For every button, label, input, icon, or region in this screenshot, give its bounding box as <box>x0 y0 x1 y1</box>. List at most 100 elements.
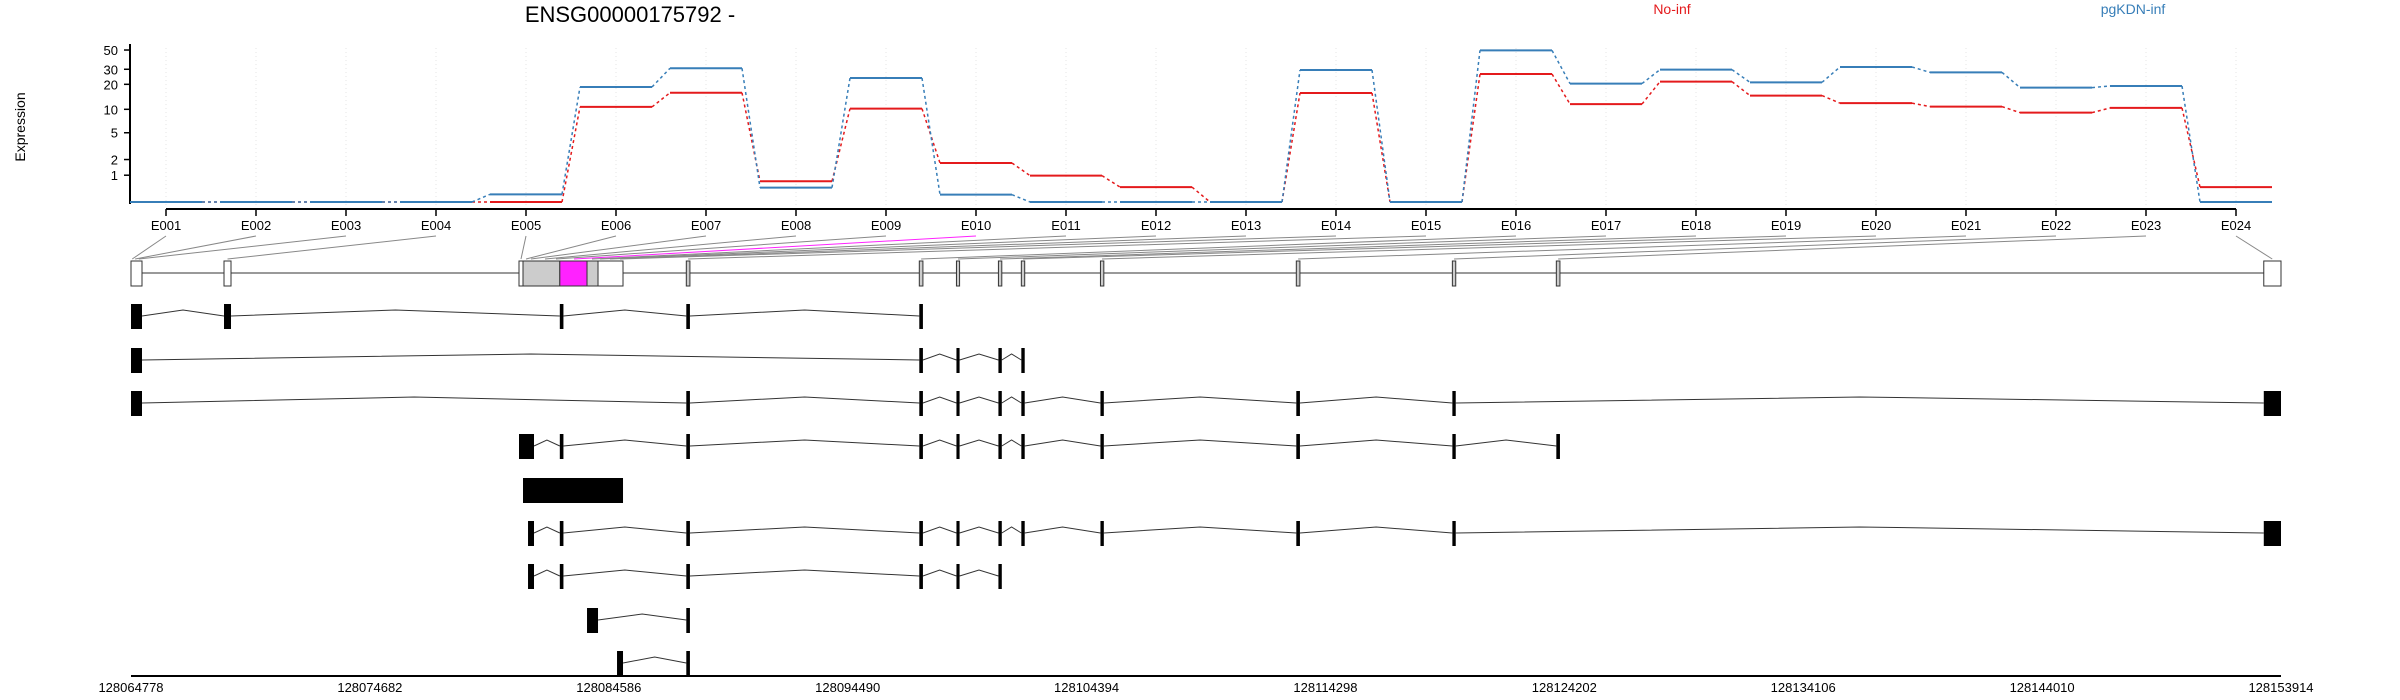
connector-pgkdn-inf <box>2181 85 2201 203</box>
model-exon-part <box>522 260 561 287</box>
model-exon-part <box>223 260 232 287</box>
connector-no-inf <box>741 92 761 182</box>
connector-pgkdn-inf <box>2091 85 2111 89</box>
genomic-tick-label: 128074682 <box>337 680 402 695</box>
model-exon-part <box>559 260 588 287</box>
intron <box>922 353 957 361</box>
legend-no-inf: No-inf <box>1653 1 1690 17</box>
x-tick-label-e010: E010 <box>961 218 991 233</box>
connector-no-inf <box>2091 107 2111 114</box>
exon-connector-e005 <box>520 235 527 260</box>
transcript-6-exon <box>528 521 535 546</box>
connector-pgkdn-inf <box>1011 193 1031 203</box>
x-tick-label-e006: E006 <box>601 218 631 233</box>
genomic-tick-label: 128134106 <box>1771 680 1836 695</box>
intron <box>1455 526 2264 534</box>
exon-connector-e003 <box>138 235 347 260</box>
transcript-3-exon <box>919 391 923 416</box>
transcript-1-exon <box>686 304 690 329</box>
intron <box>922 396 957 404</box>
x-tick-label-e019: E019 <box>1771 218 1801 233</box>
x-tick-label-e024: E024 <box>2221 218 2251 233</box>
intron <box>563 526 687 534</box>
transcript-6-exon <box>559 521 564 546</box>
model-exon-part <box>518 260 524 287</box>
x-tick-label-e014: E014 <box>1321 218 1351 233</box>
genomic-axis: 128064778 128074682 128084586 128094490 1281… <box>98 675 2314 695</box>
intron <box>959 569 999 577</box>
genomic-tick-label: 128153914 <box>2248 680 2313 695</box>
exon-connector-e006 <box>525 235 617 260</box>
intron <box>1024 396 1101 404</box>
connector-no-inf <box>1191 186 1211 203</box>
intron <box>922 526 957 534</box>
y-tick-label: 30 <box>104 62 118 77</box>
x-tick-label-e015: E015 <box>1411 218 1441 233</box>
transcript-4-exon <box>686 434 690 459</box>
series-lines <box>130 49 2272 203</box>
transcript-1-exon <box>131 304 142 329</box>
transcript-6-exon <box>1452 521 1456 546</box>
exon-connector-e022 <box>1454 235 2057 260</box>
exon-connector-e010 <box>573 235 977 260</box>
transcript-3-exon <box>1452 391 1456 416</box>
x-tick-label-e009: E009 <box>871 218 901 233</box>
x-tick-label-e003: E003 <box>331 218 361 233</box>
connector-pgkdn-inf <box>1551 49 1571 84</box>
gene-model <box>130 260 2282 287</box>
connector-pgkdn-inf <box>1461 50 1481 203</box>
intron <box>689 569 920 577</box>
connector-no-inf <box>2001 105 2021 114</box>
intron <box>1455 439 1557 447</box>
intron <box>1103 439 1297 447</box>
y-tick-label: 20 <box>104 77 118 92</box>
connector-pgkdn-inf <box>2001 71 2021 89</box>
connector-pgkdn-inf <box>1641 69 1661 85</box>
transcript-2-exon <box>998 348 1002 373</box>
x-tick-label-e001: E001 <box>151 218 181 233</box>
y-tick-label: 50 <box>104 43 118 58</box>
transcript-4-exon <box>1021 434 1025 459</box>
transcript-6-exon <box>998 521 1002 546</box>
genomic-tick-label: 128114298 <box>1293 680 1357 695</box>
connector-no-inf <box>1821 94 1841 104</box>
exon-connector-e009 <box>555 235 887 260</box>
transcript-4-exon <box>919 434 923 459</box>
chart-title: ENSG00000175792 - <box>525 2 735 27</box>
transcript-7-exon <box>528 564 535 589</box>
y-tick-label: 1 <box>111 168 118 183</box>
genomic-tick-label: 128124202 <box>1532 680 1597 695</box>
x-tick-label-e007: E007 <box>691 218 721 233</box>
exon-connector-e004 <box>227 235 437 260</box>
x-tick-label-e012: E012 <box>1141 218 1171 233</box>
connector-no-inf <box>1641 81 1661 105</box>
model-exon-part <box>130 260 143 287</box>
exon-connectors <box>131 235 2273 260</box>
connector-no-inf <box>2181 107 2201 188</box>
connector-pgkdn-inf <box>1731 69 1751 83</box>
intron <box>689 439 920 447</box>
transcript-4-exon <box>559 434 564 459</box>
connector-no-inf <box>1101 174 1121 188</box>
transcript-7-exon <box>956 564 960 589</box>
intron <box>1299 396 1453 404</box>
intron <box>141 396 687 404</box>
model-exon-part <box>1555 260 1561 287</box>
intron <box>689 526 920 534</box>
transcripts <box>131 304 2281 676</box>
connector-pgkdn-inf <box>561 86 581 195</box>
exon-connector-e008 <box>544 235 797 260</box>
intron <box>563 309 687 317</box>
exon-connector-e013 <box>609 235 1247 260</box>
connector-pgkdn-inf <box>651 67 671 88</box>
intron <box>1103 526 1297 534</box>
exon-connector-e021 <box>1298 235 1967 260</box>
legend-pgkdn-inf: pgKDN-inf <box>2101 1 2166 17</box>
model-exon-part <box>2263 260 2282 287</box>
intron <box>1001 353 1022 361</box>
intron <box>1455 396 2264 404</box>
transcript-4-exon <box>956 434 960 459</box>
intron <box>1024 526 1101 534</box>
genomic-tick-label: 128084586 <box>576 680 641 695</box>
